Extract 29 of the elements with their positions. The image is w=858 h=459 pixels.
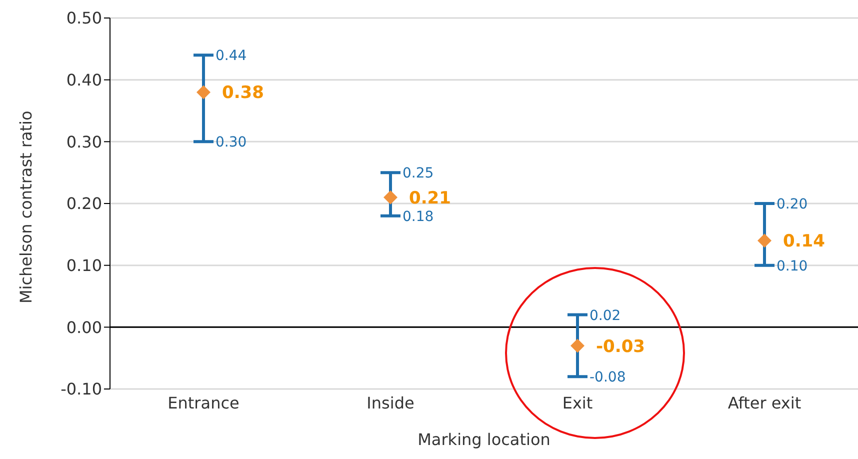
data-label: -0.03 <box>596 336 646 357</box>
annotation: 0.25 <box>402 166 434 182</box>
x-tick-label: After exit <box>728 393 802 412</box>
y-tick-label: 0.40 <box>66 70 102 90</box>
annotation: 0.30 <box>216 134 247 151</box>
y-tick-label: -0.10 <box>60 380 102 399</box>
data-label: 0.14 <box>783 232 826 252</box>
data-label: 0.38 <box>222 83 264 104</box>
x-tick-label: Exit <box>562 393 593 412</box>
y-tick-label: 0.00 <box>66 318 102 337</box>
y-tick-label: 0.20 <box>66 194 102 214</box>
y-tick-label: 0.30 <box>66 132 102 152</box>
point <box>384 190 398 204</box>
x-tick-label: Inside <box>366 393 414 412</box>
x-tick-label: Entrance <box>168 393 240 412</box>
annotation: 0.18 <box>402 208 434 225</box>
y-axis-title: Michelson contrast ratio <box>16 110 36 304</box>
data-label: 0.21 <box>409 188 451 208</box>
annotation: 0.02 <box>590 308 621 324</box>
y-tick-label: 0.50 <box>66 8 102 28</box>
point <box>570 338 584 353</box>
annotation: 0.20 <box>776 196 808 212</box>
y-tick-label: 0.10 <box>66 256 102 276</box>
point <box>758 234 772 248</box>
x-axis-title: Marking location <box>418 430 550 449</box>
annotation: -0.08 <box>590 370 626 386</box>
annotation: 0.10 <box>776 258 808 274</box>
point <box>196 85 210 100</box>
annotation: 0.44 <box>216 48 247 64</box>
